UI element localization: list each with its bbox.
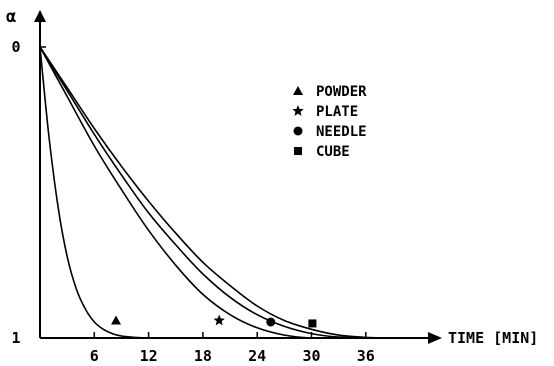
x-tick-label: 30 [302,347,320,365]
legend-powder-marker [293,86,303,95]
x-tick-label: 18 [194,347,212,365]
legend-cube-marker [294,147,302,155]
legend-plate-marker [292,105,304,116]
y-tick-label: 1 [11,329,20,347]
legend-plate-label: PLATE [316,104,358,120]
cube-curve [39,46,393,339]
legend-needle-marker [293,126,303,136]
x-tick-label: 24 [248,347,266,365]
y-axis-arrow-icon [34,10,46,22]
plate-data-marker [213,314,225,326]
legend-powder-label: POWDER [316,84,367,100]
powder-curve [39,46,149,339]
needle-curve [39,46,366,339]
series-curves [39,46,393,340]
legend: POWDER PLATE NEEDLE CUBE [292,84,367,160]
legend-cube-label: CUBE [316,144,350,160]
x-tick-label: 36 [357,347,375,365]
x-tick-label: 12 [140,347,158,365]
x-axis-arrow-icon [428,332,442,344]
y-axis-label: α [6,7,16,27]
axis-ticks: 6 12 18 24 30 36 0 1 [11,38,374,365]
x-tick-label: 6 [90,347,99,365]
x-axis-label: TIME [MIN] [448,329,538,347]
y-tick-label: 0 [11,38,20,56]
legend-needle-label: NEEDLE [316,124,367,140]
series-markers [111,314,317,328]
plate-curve [39,46,339,340]
powder-data-marker [111,315,122,325]
cube-data-marker [308,319,317,328]
needle-data-marker [266,317,276,327]
